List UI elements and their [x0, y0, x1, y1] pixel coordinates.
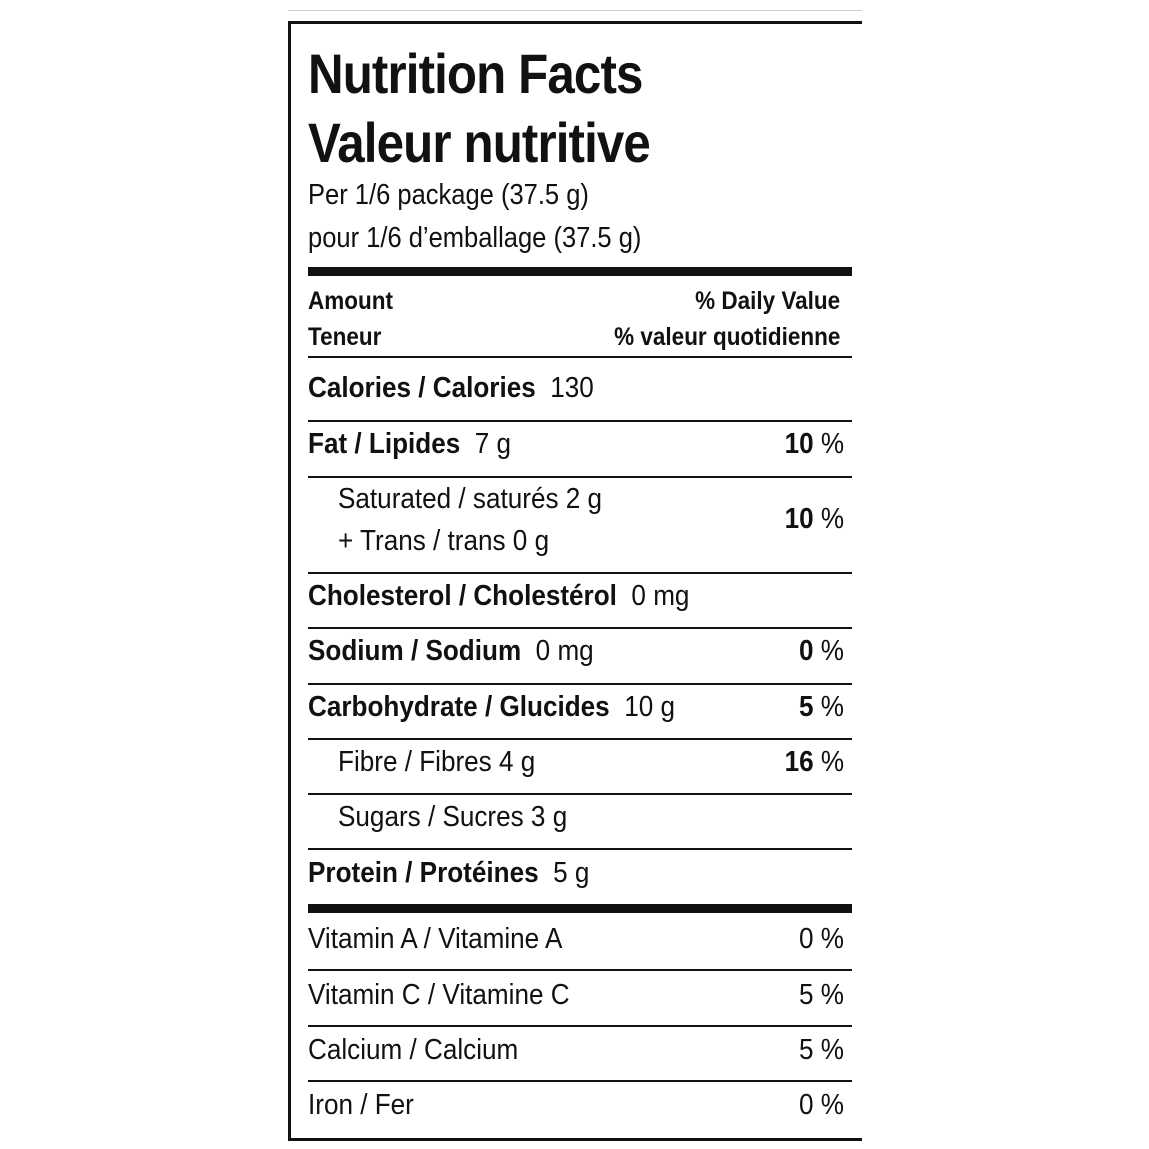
fat-amount: 7 g — [474, 428, 512, 460]
vitamin-c-label: Vitamin C / Vitamine C — [308, 979, 570, 1011]
fibre-dv-unit: % — [820, 746, 844, 778]
divider — [308, 356, 852, 358]
divider — [308, 420, 852, 422]
thick-divider-top — [308, 267, 852, 276]
vitamin-a-label: Vitamin A / Vitamine A — [308, 923, 563, 955]
fat-dv-unit: % — [820, 428, 844, 460]
calories-label: Calories / Calories — [308, 372, 536, 404]
nutrition-facts-panel: Nutrition Facts Valeur nutritive Per 1/6… — [288, 21, 862, 1141]
iron-daily-value: 0 % — [799, 1089, 844, 1121]
thick-divider-bottom — [308, 904, 852, 913]
protein-amount: 5 g — [553, 857, 590, 889]
carbohydrate-row: Carbohydrate / Glucides 10 g — [308, 693, 675, 722]
carbohydrate-label: Carbohydrate / Glucides — [308, 691, 610, 723]
sodium-daily-value: 0 % — [799, 637, 844, 666]
divider — [308, 1025, 852, 1027]
saturated-dv-unit: % — [820, 503, 844, 535]
fat-label: Fat / Lipides — [308, 428, 461, 460]
carbohydrate-daily-value: 5 % — [799, 693, 844, 722]
calcium-label: Calcium / Calcium — [308, 1034, 519, 1066]
fibre-dv-number: 16 — [784, 746, 814, 778]
divider — [308, 793, 852, 795]
divider — [308, 1080, 852, 1082]
fat-daily-value: 10 % — [784, 430, 844, 459]
vitamin-c-daily-value: 5 % — [799, 979, 844, 1011]
fat-dv-number: 10 — [784, 428, 814, 460]
calcium-daily-value: 5 % — [799, 1034, 844, 1066]
sugars-row: Sugars / Sucres 3 g — [338, 801, 568, 833]
sodium-row: Sodium / Sodium 0 mg — [308, 637, 594, 666]
panel-content: Nutrition Facts Valeur nutritive Per 1/6… — [308, 24, 852, 1138]
saturated-dv-number: 10 — [784, 503, 814, 535]
carbohydrate-amount: 10 g — [624, 691, 676, 723]
sodium-dv-unit: % — [820, 635, 844, 667]
cholesterol-amount: 0 mg — [631, 580, 690, 612]
amount-header-french: Teneur — [308, 323, 382, 351]
fibre-daily-value: 16 % — [784, 748, 844, 777]
divider — [308, 969, 852, 971]
sodium-dv-number: 0 — [799, 635, 814, 667]
iron-label: Iron / Fer — [308, 1089, 414, 1121]
fibre-row: Fibre / Fibres 4 g — [338, 746, 536, 778]
top-divider — [288, 10, 862, 11]
serving-size-french: pour 1/6 d’emballage (37.5 g) — [308, 222, 642, 254]
cholesterol-label: Cholesterol / Cholestérol — [308, 580, 617, 612]
saturated-fat-row: Saturated / saturés 2 g — [338, 483, 603, 515]
calories-amount: 130 — [550, 372, 594, 404]
divider — [308, 627, 852, 629]
calories-row: Calories / Calories 130 — [308, 374, 594, 403]
divider — [308, 738, 852, 740]
vitamin-a-daily-value: 0 % — [799, 923, 844, 955]
daily-value-header-english: % Daily Value — [694, 287, 840, 315]
sodium-amount: 0 mg — [535, 635, 594, 667]
divider — [308, 572, 852, 574]
fat-row: Fat / Lipides 7 g — [308, 430, 511, 459]
trans-fat-row: + Trans / trans 0 g — [338, 525, 550, 557]
saturated-trans-daily-value: 10 % — [784, 505, 844, 534]
title-french: Valeur nutritive — [308, 111, 651, 174]
divider — [308, 476, 852, 478]
divider — [308, 848, 852, 850]
amount-header-english: Amount — [308, 287, 393, 315]
serving-size-english: Per 1/6 package (37.5 g) — [308, 179, 589, 211]
sodium-label: Sodium / Sodium — [308, 635, 522, 667]
title-english: Nutrition Facts — [308, 42, 643, 105]
carbohydrate-dv-unit: % — [820, 691, 844, 723]
daily-value-header-french: % valeur quotidienne — [613, 323, 840, 351]
divider — [308, 683, 852, 685]
carbohydrate-dv-number: 5 — [799, 691, 814, 723]
cholesterol-row: Cholesterol / Cholestérol 0 mg — [308, 582, 689, 611]
protein-row: Protein / Protéines 5 g — [308, 859, 589, 888]
protein-label: Protein / Protéines — [308, 857, 539, 889]
